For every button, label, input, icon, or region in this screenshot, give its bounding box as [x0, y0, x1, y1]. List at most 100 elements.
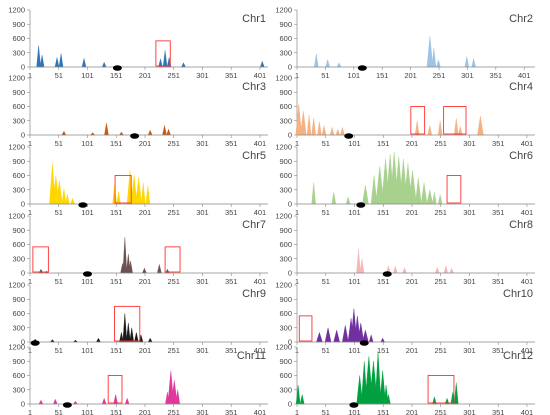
highlight-box	[443, 106, 467, 135]
density-peak	[426, 36, 434, 68]
density-peak	[471, 58, 476, 68]
x-tick-label: 351	[225, 277, 238, 286]
y-tick-label: 300	[12, 116, 25, 125]
x-tick-label: 301	[463, 277, 476, 286]
x-tick-label: 101	[81, 346, 94, 355]
y-tick-label: 600	[279, 102, 292, 111]
density-peak	[311, 182, 316, 205]
highlight-box	[107, 375, 123, 404]
y-tick-label: 0	[21, 63, 25, 72]
y-tick-label: 900	[12, 88, 25, 97]
y-tick-label: 1200	[275, 143, 292, 152]
x-tick-label: 51	[55, 139, 63, 148]
x-tick-label: 201	[404, 71, 417, 80]
x-tick-label: 51	[55, 408, 63, 415]
density-peak	[454, 382, 459, 405]
density-peak	[443, 265, 449, 274]
density-peak	[311, 117, 316, 136]
centromere-marker	[356, 202, 366, 208]
y-tick-label: 900	[279, 295, 292, 304]
x-tick-label: 151	[377, 346, 390, 355]
y-tick-label: 900	[12, 226, 25, 235]
x-tick-label: 401	[521, 408, 534, 415]
density-peak	[112, 184, 117, 205]
density-peak	[317, 121, 322, 136]
centromere-marker	[382, 271, 392, 277]
density-peak	[38, 399, 44, 405]
x-tick-label: 351	[225, 408, 238, 415]
x-tick-label: 251	[434, 277, 447, 286]
x-tick-label: 351	[492, 277, 505, 286]
density-peak	[129, 327, 134, 343]
density-peak	[420, 182, 428, 205]
y-tick-label: 0	[288, 131, 292, 140]
x-tick-label: 251	[434, 408, 447, 415]
chromosome-title: Chr3	[242, 81, 266, 93]
highlight-box	[446, 175, 462, 204]
x-tick-label: 101	[348, 408, 361, 415]
y-tick-label: 1200	[8, 74, 25, 83]
density-peak	[162, 50, 168, 68]
x-tick-label: 401	[254, 408, 267, 415]
x-tick-label: 1	[28, 277, 32, 286]
x-tick-label: 51	[321, 71, 329, 80]
x-tick-label: 51	[322, 139, 330, 148]
chromosome-title: Chr5	[242, 150, 266, 162]
x-tick-label: 1	[28, 71, 32, 80]
x-tick-label: 251	[434, 139, 447, 148]
highlight-box	[298, 315, 313, 342]
x-tick-label: 351	[225, 346, 238, 355]
y-tick-label: 300	[12, 323, 25, 332]
x-tick-label: 1	[295, 408, 299, 415]
y-tick-label: 900	[279, 88, 292, 97]
x-tick-label: 151	[377, 408, 390, 415]
density-peak	[325, 58, 330, 68]
y-tick-label: 300	[279, 185, 292, 194]
x-tick-label: 1	[28, 208, 32, 217]
density-peak	[336, 62, 342, 68]
density-peak	[454, 118, 459, 136]
chromosome-title: Chr1	[242, 13, 266, 25]
density-peak	[52, 398, 58, 405]
y-tick-label: 600	[279, 240, 292, 249]
centromere-marker	[62, 402, 72, 408]
y-tick-label: 0	[21, 131, 25, 140]
x-tick-label: 351	[492, 346, 505, 355]
density-peak	[147, 337, 153, 343]
chromosome-title: Chr4	[509, 81, 533, 93]
x-tick-label: 401	[521, 346, 534, 355]
x-tick-label: 301	[196, 208, 209, 217]
centromere-marker	[112, 65, 122, 71]
y-tick-label: 0	[288, 338, 292, 347]
density-peak	[368, 334, 374, 343]
chromosome-title: Chr9	[242, 288, 266, 300]
x-tick-label: 101	[348, 71, 361, 80]
density-peak	[331, 192, 337, 205]
y-tick-label: 300	[279, 385, 292, 394]
density-peak	[432, 192, 437, 205]
x-tick-label: 101	[81, 408, 94, 415]
centromere-marker	[130, 133, 140, 139]
density-peak	[101, 61, 107, 68]
y-tick-label: 1200	[275, 212, 292, 221]
density-peak	[61, 188, 67, 205]
centromere-marker	[30, 340, 40, 346]
y-tick-label: 300	[12, 254, 25, 263]
density-peak	[477, 115, 484, 136]
density-peak	[342, 325, 349, 343]
density-peak	[90, 132, 96, 136]
x-tick-label: 201	[139, 71, 152, 80]
density-peak	[437, 194, 443, 205]
x-tick-label: 201	[406, 139, 419, 148]
x-tick-label: 101	[348, 208, 361, 217]
x-tick-label: 351	[225, 71, 238, 80]
y-tick-label: 0	[288, 63, 292, 72]
highlight-box	[164, 246, 181, 273]
x-tick-label: 201	[406, 408, 419, 415]
y-tick-label: 0	[288, 200, 292, 209]
density-peak	[300, 111, 307, 136]
chromosome-title: Chr10	[503, 288, 533, 300]
y-tick-label: 300	[279, 48, 292, 57]
